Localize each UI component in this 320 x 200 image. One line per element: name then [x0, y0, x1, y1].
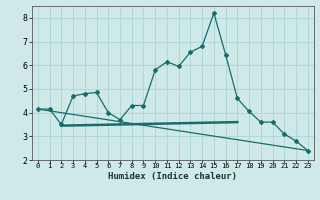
X-axis label: Humidex (Indice chaleur): Humidex (Indice chaleur): [108, 172, 237, 181]
